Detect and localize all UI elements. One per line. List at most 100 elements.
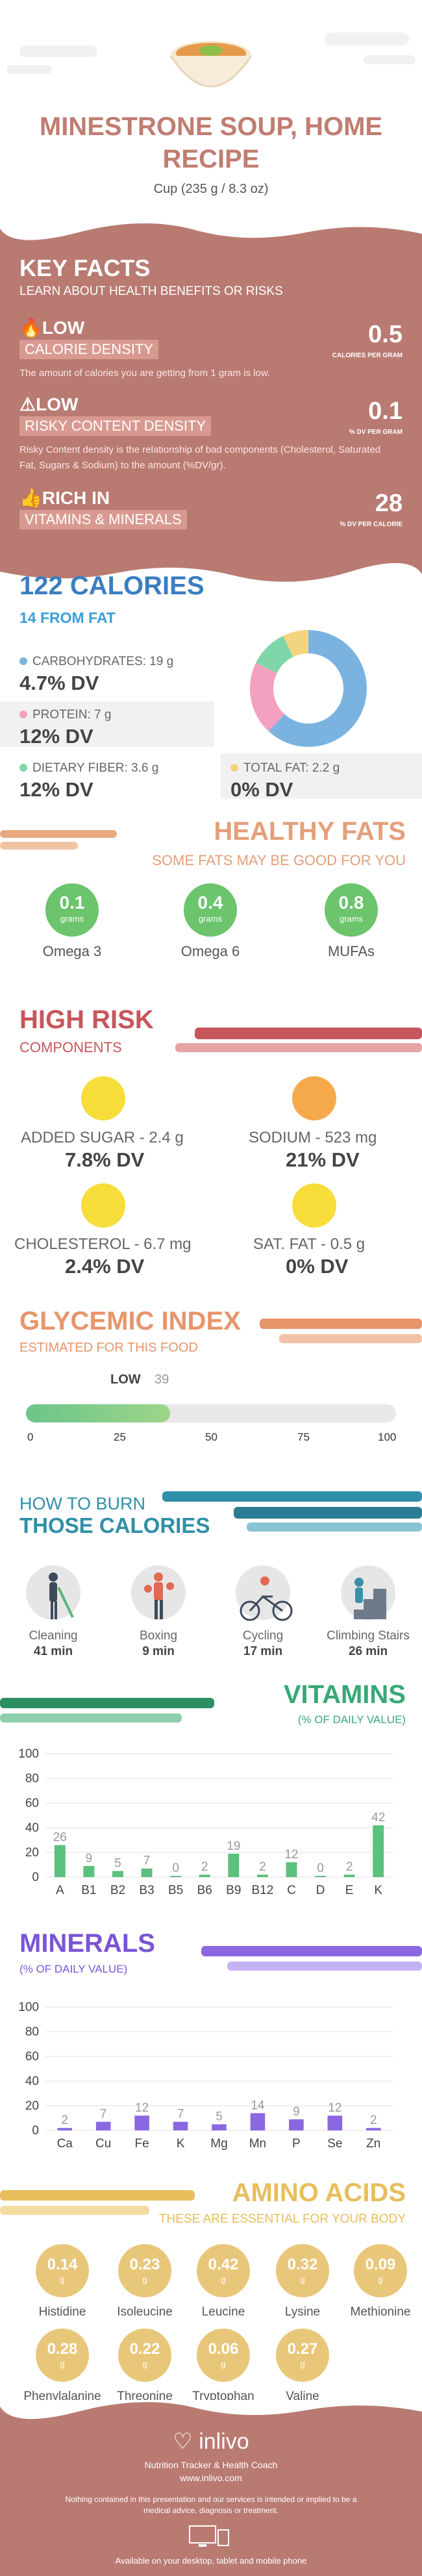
mineral-category-label: Mn: [249, 2137, 266, 2151]
mineral-bar: [212, 2124, 227, 2130]
risk-cholesterol-dv: 2.4% DV: [65, 1255, 145, 1278]
vitamin-bar: [112, 1871, 123, 1877]
vitamin-value-label: 9: [86, 1852, 93, 1865]
amino-name: Tryptophan: [192, 2390, 254, 2403]
amino-name: Valine: [286, 2390, 319, 2403]
gi-tick: 75: [297, 1431, 310, 1443]
amino-unit: g: [300, 2359, 305, 2369]
amino-subtitle: THESE ARE ESSENTIAL FOR YOUR BODY: [158, 2212, 406, 2226]
mineral-category-label: Se: [327, 2137, 342, 2151]
calories-from-fat: 14 FROM FAT: [19, 609, 116, 626]
glycemic-level: LOW: [110, 1372, 141, 1387]
page-title: MINESTRONE SOUP, HOME RECIPE: [39, 112, 383, 173]
amino-unit: g: [378, 2275, 383, 2284]
amino-value: 0.32: [287, 2256, 318, 2273]
amino-value: 0.42: [208, 2256, 239, 2273]
mineral-bar: [250, 2113, 266, 2130]
mineral-bar: [57, 2128, 73, 2130]
gi-tick: 0: [27, 1431, 34, 1443]
burn-stairs-name: Climbing Stairs: [327, 1629, 410, 1643]
vitamins-subtitle: (% OF DAILY VALUE): [297, 1713, 406, 1726]
glycemic-value: 39: [155, 1372, 169, 1387]
burn-title-line1: HOW TO BURN: [19, 1494, 146, 1513]
amino-unit: g: [60, 2275, 65, 2284]
gi-tick: 50: [205, 1431, 217, 1443]
vitamin-y-tick: 80: [25, 1772, 39, 1786]
nutrient-carbohydrates: CARBOHYDRATES: 19 g 4.7% DV: [19, 655, 174, 694]
flame-icon: 🔥: [19, 318, 42, 338]
burn-cycling-min: 17 min: [243, 1645, 283, 1658]
footer: ♡ inlivo Nutrition Tracker & Health Coac…: [0, 2400, 422, 2576]
fat-dot-icon: [230, 764, 238, 772]
mineral-category-label: Fe: [135, 2137, 149, 2151]
key-facts-title: KEY FACTS: [19, 255, 151, 281]
vitamin-bar: [141, 1868, 153, 1877]
omega3-label: Omega 3: [42, 943, 102, 959]
amino-badge: 0.28 g: [36, 2329, 89, 2382]
vitamin-category-label: B3: [139, 1884, 154, 1897]
amino-unit: g: [221, 2359, 226, 2369]
vitamin-value-label: 42: [371, 1811, 385, 1825]
nutrient-total-fat: TOTAL FAT: 2.2 g 0% DV: [230, 761, 340, 801]
amino-value: 0.14: [47, 2256, 78, 2273]
face-happy-icon: [292, 1076, 336, 1120]
vitamin-category-label: D: [316, 1884, 325, 1897]
warning-icon: ⚠: [19, 394, 36, 414]
vitamin-category-label: B1: [81, 1884, 96, 1897]
amino-name: Phenylalanine: [23, 2390, 101, 2403]
fact-risky-density: ⚠LOW RISKY CONTENT DENSITY Risky Content…: [19, 394, 403, 471]
burn-cleaning-min: 41 min: [33, 1645, 73, 1658]
wave-bottom-decoration: [0, 562, 422, 591]
vitamin-bar: [228, 1853, 240, 1877]
amino-badge: 0.27 g: [276, 2329, 329, 2382]
amino-name: Isoleucine: [117, 2305, 173, 2319]
glycemic-fill: [26, 1404, 171, 1422]
mineral-value-label: 12: [328, 2101, 341, 2115]
tagline: Nutrition Tracker & Health Coach: [144, 2460, 278, 2470]
amino-value: 0.22: [129, 2340, 160, 2358]
vitamin-bar: [83, 1865, 95, 1877]
amino-unit: g: [221, 2275, 226, 2284]
amino-badge: 0.42 g: [197, 2244, 250, 2297]
mufas-badge: 0.8 grams: [325, 883, 378, 937]
mineral-bar: [289, 2119, 304, 2130]
vitamin-bar: [256, 1875, 268, 1877]
vitamin-category-label: K: [374, 1884, 382, 1897]
risk-sodium: SODIUM - 523 mg: [249, 1129, 377, 1146]
high-risk-title: HIGH RISK: [19, 1005, 154, 1034]
nutrient-fiber: DIETARY FIBER: 3.6 g 12% DV: [19, 761, 159, 801]
soup-bowl-icon: [169, 41, 253, 88]
glycemic-subtitle: ESTIMATED FOR THIS FOOD: [19, 1341, 198, 1355]
burn-stairs-min: 26 min: [348, 1645, 388, 1658]
disclaimer: Nothing contained in this presentation a…: [65, 2495, 357, 2515]
omega6-badge: 0.4 grams: [184, 883, 237, 937]
amino-title: AMINO ACIDS: [232, 2178, 406, 2207]
vitamin-bar: [199, 1875, 210, 1877]
vitamin-bar: [286, 1862, 297, 1877]
vitamin-bar: [373, 1825, 384, 1877]
mineral-y-tick: 100: [18, 2001, 39, 2014]
thumbs-up-icon: 👍: [19, 488, 42, 508]
amino-unit: g: [142, 2359, 147, 2369]
vitamin-value-label: 19: [227, 1839, 240, 1853]
vitamin-y-tick: 100: [18, 1747, 39, 1761]
amino-unit: g: [142, 2275, 147, 2284]
serving-size: Cup (235 g / 8.3 oz): [153, 182, 269, 196]
mineral-category-label: K: [177, 2137, 185, 2151]
vitamin-value-label: 0: [172, 1862, 179, 1875]
amino-value: 0.23: [129, 2256, 160, 2273]
vitamin-bar: [54, 1845, 66, 1877]
website-link[interactable]: www.inlivo.com: [180, 2473, 242, 2483]
amino-value: 0.28: [47, 2340, 78, 2358]
amino-badge: 0.23 g: [118, 2244, 171, 2297]
donut-slice-protein: [250, 630, 367, 747]
amino-name: Histidine: [38, 2305, 86, 2319]
vitamin-category-label: B2: [110, 1884, 125, 1897]
mineral-category-label: Zn: [366, 2137, 380, 2151]
omega3-badge: 0.1 grams: [45, 883, 99, 937]
calories-donut-chart: [250, 630, 367, 747]
donut-slice-fat: [250, 630, 367, 747]
mineral-value-label: 12: [135, 2101, 149, 2115]
amino-value: 0.09: [365, 2256, 396, 2273]
mufas-label: MUFAs: [327, 943, 375, 959]
